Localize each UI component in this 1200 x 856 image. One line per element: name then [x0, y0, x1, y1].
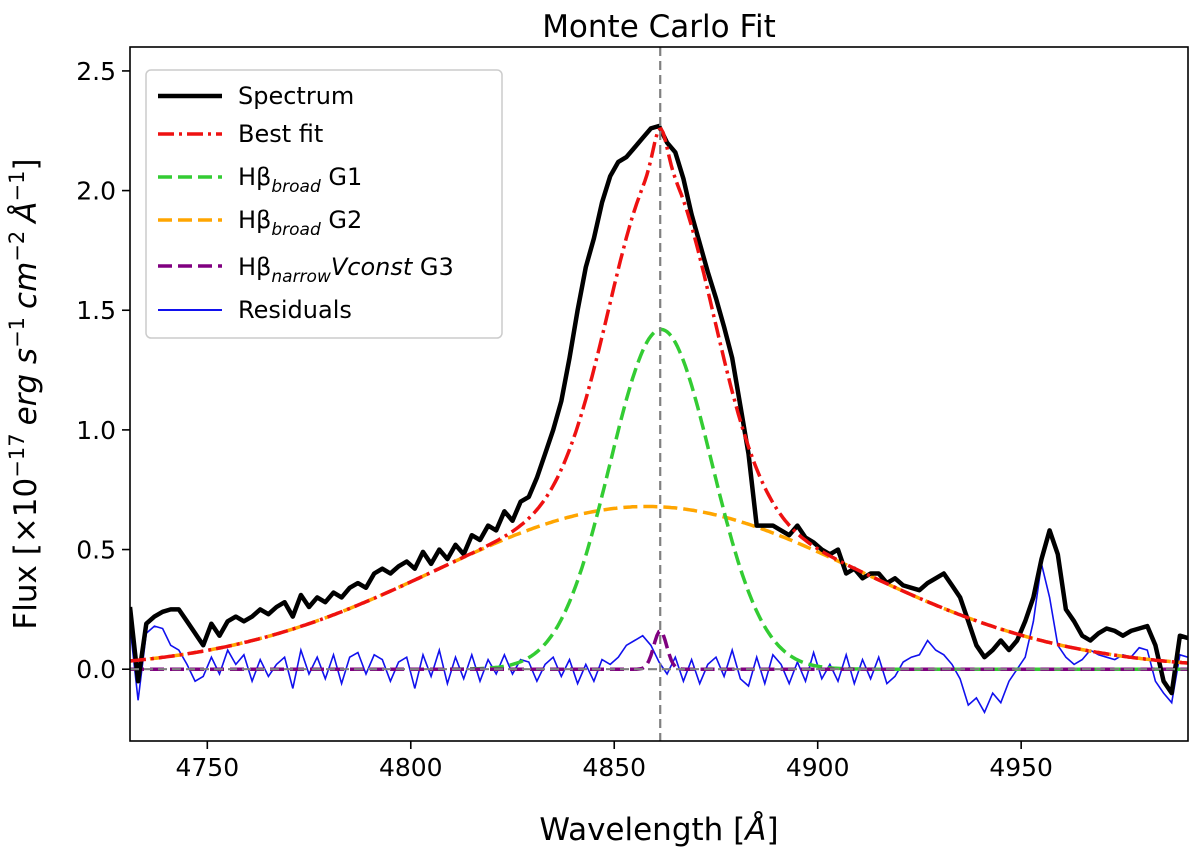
y-tick-label: 0.5 — [76, 536, 116, 565]
legend-g1-main: Hβ — [238, 163, 271, 191]
series-residuals — [130, 563, 1188, 715]
chart-title: Monte Carlo Fit — [542, 9, 776, 45]
legend: Spectrum Best fit Hβbroad G1 Hβbroad G2 … — [145, 69, 503, 339]
y-axis-label-neg2: −2 — [5, 231, 29, 262]
y-axis-label-units3: Å — [8, 202, 44, 225]
y-tick-label: 2.0 — [76, 177, 116, 206]
series-spectrum — [130, 123, 1188, 696]
legend-g2-sub: broad — [271, 220, 321, 240]
legend-g1-sub: broad — [271, 177, 321, 197]
legend-label-g2: Hβbroad G2 — [238, 206, 362, 240]
x-tick-label: 4750 — [176, 753, 240, 782]
legend-box — [145, 69, 503, 339]
x-axis-label-end: ] — [766, 812, 778, 848]
legend-g3-sub: narrow — [271, 267, 331, 287]
legend-label-residuals: Residuals — [238, 296, 352, 324]
y-axis-label-neg1: −1 — [5, 317, 29, 348]
legend-label-spectrum: Spectrum — [238, 82, 354, 110]
series-best-fit — [130, 126, 1188, 665]
legend-g3-italic: Vconst — [331, 253, 414, 281]
y-tick-label: 1.5 — [76, 296, 116, 325]
y-axis-label-exp: −17 — [5, 433, 29, 477]
x-tick-label: 4900 — [786, 753, 850, 782]
x-tick-label: 4850 — [582, 753, 646, 782]
y-tick-label: 1.0 — [76, 416, 116, 445]
x-axis-label: Wavelength [Å] — [539, 812, 778, 848]
x-tick-label: 4950 — [989, 753, 1053, 782]
legend-g2-end: G2 — [321, 206, 363, 234]
y-axis-label-units: erg s — [8, 348, 44, 426]
legend-g2-main: Hβ — [238, 206, 271, 234]
legend-g3-end: G3 — [412, 253, 454, 281]
plot-frame — [129, 46, 1189, 742]
y-axis-label: Flux [×10−17erg s−1cm−2Å−1] — [5, 158, 44, 629]
axis-ticks: 4750 4800 4850 4900 4950 0.0 0.5 1.0 1.5 2.0 2.5 — [76, 57, 1053, 782]
legend-label-g3: HβnarrowVconst G3 — [238, 253, 454, 287]
x-tick-label: 4800 — [379, 753, 443, 782]
x-axis-label-unit: Å — [743, 812, 766, 848]
plot-area — [130, 47, 1188, 741]
y-axis-label-prefix: Flux [×10 — [8, 478, 44, 630]
legend-label-g1: Hβbroad G1 — [238, 163, 362, 197]
legend-g3-main: Hβ — [238, 253, 271, 281]
y-tick-label: 2.5 — [76, 57, 116, 86]
x-axis-label-main: Wavelength [ — [539, 812, 745, 848]
y-axis-label-units2: cm — [8, 262, 44, 309]
legend-g1-end: G1 — [321, 163, 363, 191]
y-tick-label: 0.0 — [76, 655, 116, 684]
legend-label-best-fit: Best fit — [238, 120, 323, 148]
y-axis-label-end: ] — [8, 158, 44, 170]
series-g3 — [130, 629, 1188, 671]
y-axis-label-neg1b: −1 — [5, 171, 29, 202]
